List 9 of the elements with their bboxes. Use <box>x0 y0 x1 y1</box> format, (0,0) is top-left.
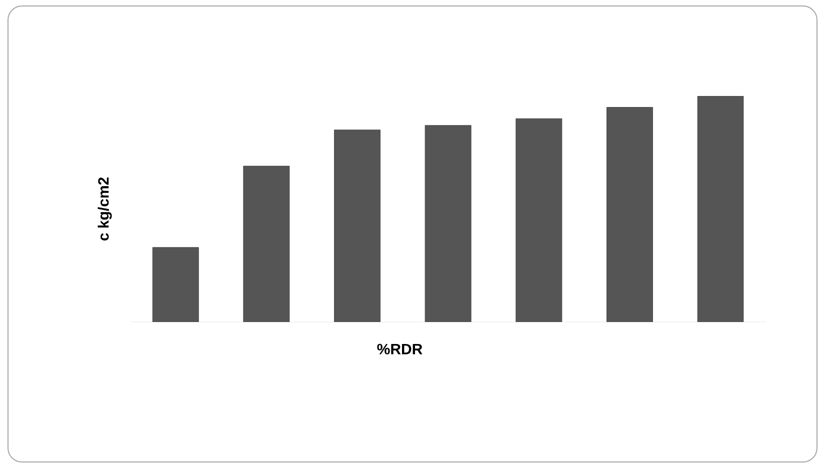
bar <box>516 118 562 322</box>
bar <box>334 130 380 322</box>
y-axis-title: c kg/cm2 <box>98 178 112 241</box>
bar <box>697 96 744 322</box>
bar <box>424 125 472 322</box>
bar <box>152 247 199 322</box>
x-axis-title: %RDR <box>377 344 422 354</box>
bar <box>243 166 290 322</box>
bar <box>606 107 653 322</box>
